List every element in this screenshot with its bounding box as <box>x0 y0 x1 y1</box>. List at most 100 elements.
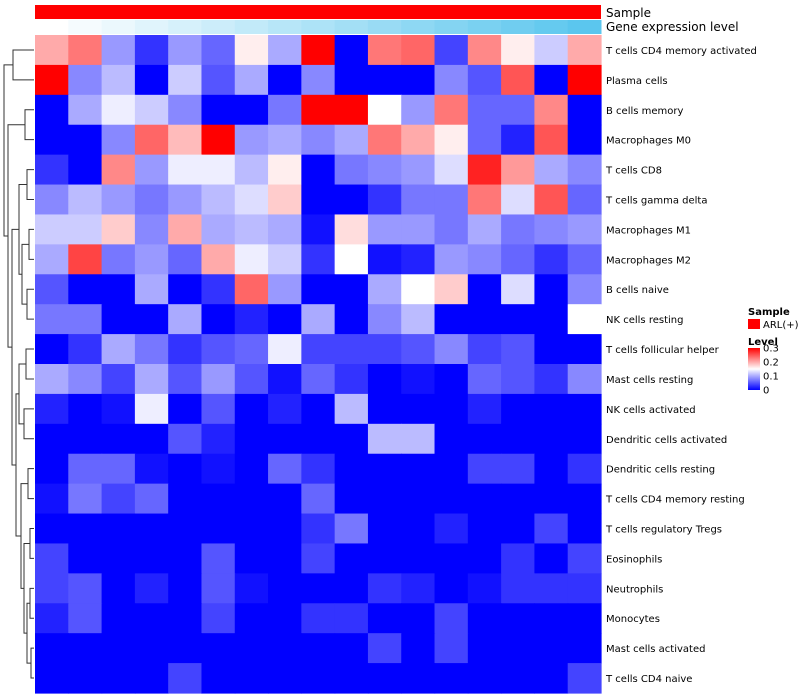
heatmap-cell <box>268 573 302 604</box>
legend: Sample ARL(+) Level 0.3 0.2 0.1 0 <box>748 307 799 397</box>
heatmap-cell <box>268 35 302 66</box>
heatmap-cells <box>35 35 602 694</box>
heatmap-cell <box>434 364 469 395</box>
heatmap-cell <box>467 483 502 515</box>
heatmap-cell <box>301 274 336 305</box>
heatmap-cell <box>68 244 103 275</box>
heatmap-cell <box>367 573 402 604</box>
heatmap-cell <box>367 214 402 245</box>
heatmap-cell <box>68 483 103 515</box>
heatmap-cell <box>234 364 269 395</box>
heatmap-cell <box>534 35 569 66</box>
heatmap-cell <box>567 154 602 186</box>
heatmap-cell <box>501 154 536 186</box>
row-label: T cells CD4 naive <box>605 674 692 685</box>
heatmap-cell <box>268 124 302 156</box>
heatmap-cell <box>301 184 336 216</box>
heatmap-cell <box>401 94 436 126</box>
heatmap-cell <box>534 483 569 515</box>
heatmap-cell <box>168 184 203 216</box>
heatmap-cell <box>234 393 269 425</box>
heatmap-cell <box>168 633 203 664</box>
dendrogram-branch <box>30 647 34 679</box>
heatmap-cell <box>434 633 469 664</box>
heatmap-cell <box>334 214 369 245</box>
dendrogram-branch <box>3 64 13 237</box>
heatmap-cell <box>334 393 369 425</box>
heatmap-cell <box>134 214 169 245</box>
dendrogram-branch <box>12 49 34 81</box>
heatmap-cell <box>501 364 536 395</box>
heatmap-cell <box>268 483 302 515</box>
heatmap-cell <box>168 573 203 604</box>
heatmap-cell <box>134 513 169 545</box>
heatmap-cell <box>367 274 402 305</box>
heatmap-cell <box>567 214 602 245</box>
row-label: Monocytes <box>606 614 660 625</box>
heatmap-cell <box>35 393 69 425</box>
row-label: NK cells resting <box>606 315 683 326</box>
heatmap-cell <box>467 334 502 365</box>
heatmap-cell <box>201 334 236 365</box>
heatmap-cell <box>567 663 602 694</box>
heatmap-cell <box>168 453 203 485</box>
dendrogram-branch <box>21 243 29 305</box>
heatmap-cell <box>301 543 336 574</box>
heatmap-cell <box>168 483 203 515</box>
heatmap-cell <box>101 393 136 425</box>
heatmap-cell <box>401 35 436 66</box>
heatmap-cell <box>534 633 569 664</box>
heatmap-cell <box>534 214 569 245</box>
heatmap-cell <box>567 483 602 515</box>
heatmap-cell <box>501 35 536 66</box>
legend-sample-title: Sample <box>748 307 790 318</box>
heatmap-cell <box>334 573 369 604</box>
heatmap-cell <box>234 633 269 664</box>
heatmap-cell <box>68 543 103 574</box>
heatmap-cell <box>35 64 69 96</box>
heatmap-cell <box>501 633 536 664</box>
heatmap-cell <box>68 453 103 485</box>
annotation-bars <box>35 5 602 34</box>
row-label: Mast cells resting <box>606 375 693 386</box>
heatmap-cell <box>234 124 269 156</box>
heatmap-cell <box>168 94 203 126</box>
annotation-label-gene-expression: Gene expression level <box>606 20 739 34</box>
heatmap-cell <box>268 364 302 395</box>
heatmap-cell <box>35 334 69 365</box>
heatmap-cell <box>367 184 402 216</box>
annotation-cell-expression <box>268 20 302 34</box>
heatmap-cell <box>134 244 169 275</box>
annotation-cell-expression <box>467 20 502 34</box>
heatmap-cell <box>268 663 302 694</box>
dendrogram-branch <box>18 363 26 425</box>
row-label: Plasma cells <box>606 76 668 87</box>
annotation-cell-expression <box>434 20 469 34</box>
heatmap-cell <box>567 35 602 66</box>
heatmap-cell <box>301 573 336 604</box>
heatmap-cell <box>334 423 369 455</box>
heatmap-cell <box>434 603 469 634</box>
heatmap-cell <box>567 274 602 305</box>
heatmap-cell <box>134 603 169 634</box>
heatmap-cell <box>467 304 502 335</box>
heatmap-cell <box>201 633 236 664</box>
heatmap-cell <box>467 214 502 245</box>
heatmap-cell <box>467 94 502 126</box>
heatmap-cell <box>401 393 436 425</box>
heatmap-cell <box>35 483 69 515</box>
heatmap-cell <box>68 423 103 455</box>
heatmap-cell <box>234 35 269 66</box>
dendrogram-branch <box>27 468 34 500</box>
heatmap-cell <box>501 64 536 96</box>
heatmap-cell <box>68 334 103 365</box>
heatmap-cell <box>334 603 369 634</box>
row-label: Eosinophils <box>606 554 662 565</box>
heatmap-cell <box>35 184 69 216</box>
heatmap-cell <box>301 364 336 395</box>
heatmap-cell <box>567 244 602 275</box>
heatmap-cell <box>168 663 203 694</box>
heatmap-cell <box>234 453 269 485</box>
heatmap-cell <box>268 633 302 664</box>
